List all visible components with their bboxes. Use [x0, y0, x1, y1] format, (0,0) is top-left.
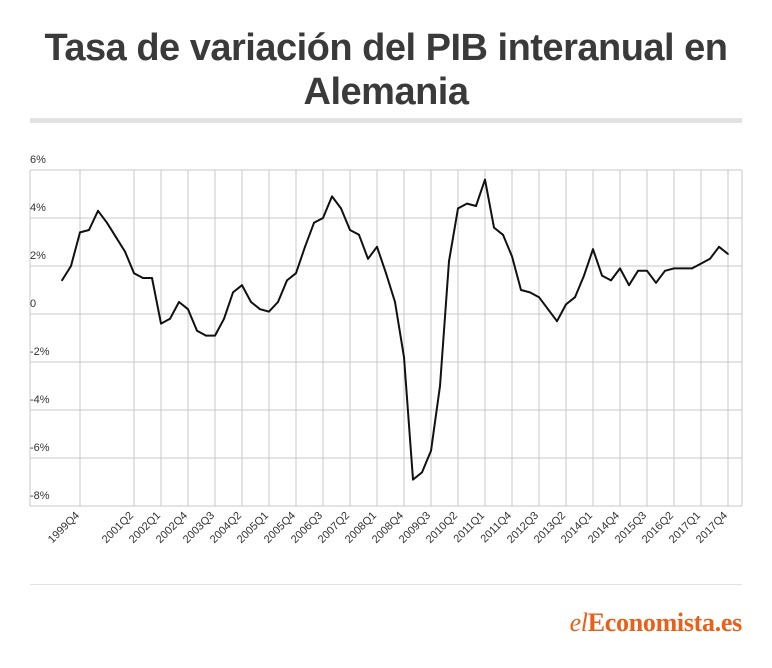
- data-point: [475, 205, 477, 207]
- data-point: [592, 248, 594, 251]
- data-point: [610, 279, 612, 282]
- data-point: [241, 284, 243, 287]
- data-point: [97, 209, 99, 212]
- data-point: [655, 281, 657, 284]
- data-point: [583, 274, 585, 277]
- data-point: [682, 267, 684, 270]
- y-tick-label: -8%: [30, 490, 50, 502]
- data-point: [223, 317, 225, 320]
- data-point: [412, 478, 414, 481]
- data-point: [142, 277, 144, 279]
- y-tick-label: -2%: [30, 346, 50, 358]
- data-point: [304, 245, 306, 248]
- data-point: [277, 301, 279, 303]
- data-point: [169, 317, 171, 320]
- data-point: [286, 279, 288, 282]
- data-point: [547, 308, 549, 311]
- data-point: [439, 385, 441, 387]
- data-point: [70, 265, 72, 267]
- footer-divider: [30, 584, 742, 585]
- data-point: [313, 221, 315, 224]
- y-tick-label: -4%: [30, 394, 50, 406]
- data-point: [565, 303, 567, 306]
- data-point: [430, 449, 432, 452]
- data-point: [457, 207, 459, 210]
- data-point: [340, 207, 342, 210]
- data-point: [700, 262, 702, 265]
- data-point: [124, 250, 126, 253]
- brand-prefix: el: [569, 608, 588, 637]
- data-point: [484, 178, 486, 181]
- y-tick-label: 4%: [30, 202, 46, 214]
- data-point: [61, 279, 63, 282]
- series-layer: [61, 178, 729, 481]
- y-axis-ticks: 6% 4% 2% 0 -2% -4% -6% -8%: [30, 154, 50, 502]
- brand-name: Economista.es: [587, 608, 743, 637]
- data-point: [115, 236, 117, 239]
- data-point: [520, 289, 522, 291]
- data-point: [322, 217, 324, 219]
- data-point: [250, 301, 252, 303]
- data-point: [727, 253, 729, 255]
- data-point: [385, 272, 387, 275]
- data-point: [232, 291, 234, 294]
- y-tick-label: -6%: [30, 442, 50, 454]
- data-point: [160, 322, 162, 325]
- y-tick-label: 6%: [30, 154, 46, 166]
- data-point: [88, 229, 90, 231]
- data-point: [601, 274, 603, 277]
- data-point: [133, 272, 135, 275]
- data-point: [106, 221, 108, 224]
- title-divider: [30, 118, 742, 123]
- data-point: [367, 257, 369, 260]
- data-point: [538, 296, 540, 299]
- data-point: [295, 272, 297, 275]
- y-tick-label: 0: [30, 298, 36, 310]
- data-point: [511, 255, 513, 258]
- data-point: [358, 233, 360, 236]
- data-point: [187, 308, 189, 311]
- data-point: [205, 334, 207, 337]
- data-point: [421, 471, 423, 474]
- x-axis-ticks: 1999Q4 2001Q22002Q12002Q42003Q32004Q22005…: [46, 510, 730, 546]
- data-point: [349, 229, 351, 231]
- data-point: [556, 320, 558, 323]
- series-line: [61, 178, 729, 481]
- data-point: [151, 277, 153, 279]
- data-point: [214, 334, 216, 337]
- grid-lines: [29, 169, 743, 507]
- data-point: [448, 260, 450, 263]
- y-tick-label: 2%: [30, 250, 46, 262]
- data-point: [673, 267, 675, 270]
- data-point: [664, 269, 666, 272]
- data-point: [79, 231, 81, 234]
- data-point: [331, 195, 333, 198]
- data-point: [637, 269, 639, 272]
- brand-logo: elEconomista.es: [569, 608, 743, 638]
- data-point: [493, 226, 495, 229]
- data-point: [718, 245, 720, 248]
- x-tick-label: 1999Q4: [46, 510, 82, 546]
- data-point: [709, 257, 711, 260]
- line-chart: 6% 4% 2% 0 -2% -4% -6% -8% 1999Q4 2001Q22002Q120…: [29, 154, 743, 546]
- data-point: [646, 269, 648, 272]
- data-point: [466, 202, 468, 205]
- data-point: [178, 301, 180, 303]
- data-point: [574, 296, 576, 299]
- data-point: [628, 284, 630, 287]
- chart-title: Tasa de variación del PIB interanual en …: [44, 27, 728, 113]
- data-point: [691, 267, 693, 270]
- data-point: [268, 310, 270, 313]
- data-point: [529, 291, 531, 294]
- data-point: [502, 233, 504, 236]
- data-point: [259, 308, 261, 311]
- data-point: [403, 356, 405, 359]
- data-point: [376, 245, 378, 248]
- data-point: [394, 301, 396, 303]
- data-point: [196, 329, 198, 332]
- data-point: [619, 267, 621, 270]
